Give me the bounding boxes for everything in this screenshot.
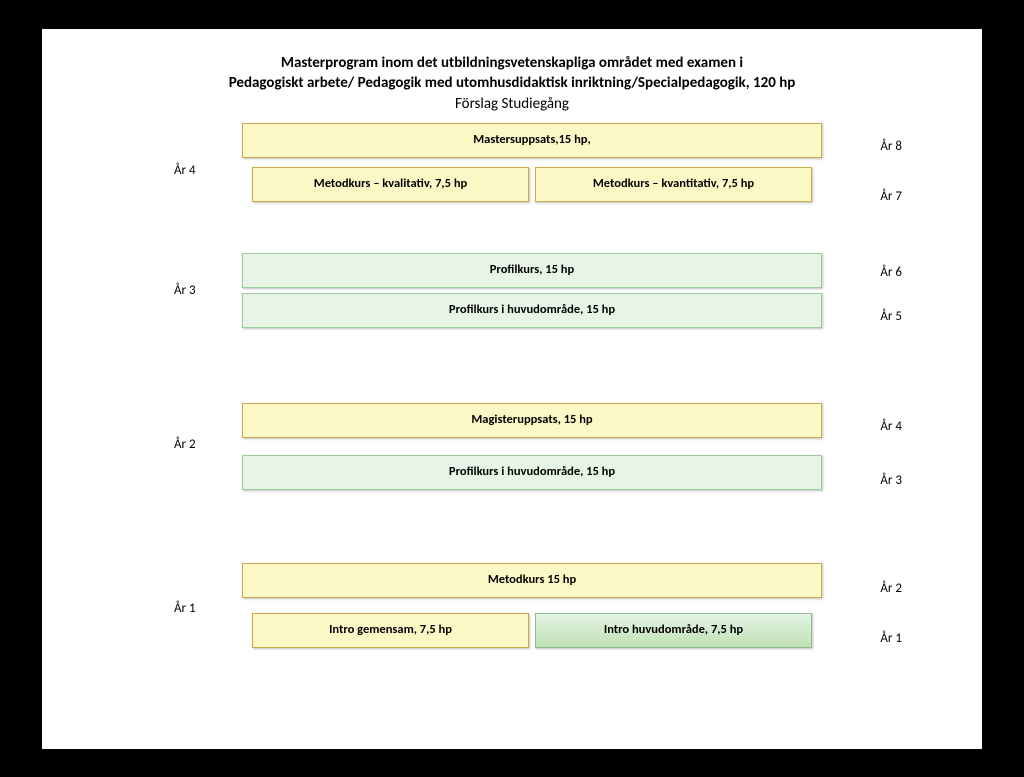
left-label-year-1: År 1 bbox=[174, 601, 196, 616]
title-line-2: Pedagogiskt arbete/ Pedagogik med utomhu… bbox=[82, 73, 942, 93]
right-label-year-2r: År 2 bbox=[880, 581, 902, 596]
right-label-year-3r: År 3 bbox=[880, 473, 902, 488]
outer-frame: Masterprogram inom det utbildningsvetens… bbox=[0, 0, 1024, 777]
left-label-year-2: År 2 bbox=[174, 437, 196, 452]
row-intro-split: Intro gemensam, 7,5 hp Intro huvudområde… bbox=[252, 613, 812, 648]
box-profilkurs-15: Profilkurs, 15 hp bbox=[242, 253, 822, 288]
box-mastersuppsats: Mastersuppsats,15 hp, bbox=[242, 123, 822, 158]
box-intro-gemensam: Intro gemensam, 7,5 hp bbox=[252, 613, 529, 648]
right-label-year-4r: År 4 bbox=[880, 419, 902, 434]
box-intro-huvudomrade: Intro huvudområde, 7,5 hp bbox=[535, 613, 812, 648]
row-profilkurs-huvud-a: Profilkurs i huvudområde, 15 hp bbox=[242, 293, 822, 328]
row-profilkurs-15: Profilkurs, 15 hp bbox=[242, 253, 822, 288]
left-label-year-3: År 3 bbox=[174, 283, 196, 298]
title-block: Masterprogram inom det utbildningsvetens… bbox=[82, 53, 942, 114]
page: Masterprogram inom det utbildningsvetens… bbox=[42, 29, 982, 749]
box-metodkurs-kvalitativ: Metodkurs – kvalitativ, 7,5 hp bbox=[252, 167, 529, 202]
box-profilkurs-huvud-a: Profilkurs i huvudområde, 15 hp bbox=[242, 293, 822, 328]
right-label-year-6: År 6 bbox=[880, 265, 902, 280]
box-profilkurs-huvud-b: Profilkurs i huvudområde, 15 hp bbox=[242, 455, 822, 490]
row-mastersuppsats: Mastersuppsats,15 hp, bbox=[242, 123, 822, 158]
row-metodkurs-split: Metodkurs – kvalitativ, 7,5 hp Metodkurs… bbox=[252, 167, 812, 202]
right-label-year-8: År 8 bbox=[880, 139, 902, 154]
title-line-1: Masterprogram inom det utbildningsvetens… bbox=[82, 53, 942, 73]
study-plan-diagram: År 4 Mastersuppsats,15 hp, År 8 Metodkur… bbox=[82, 123, 942, 703]
row-metodkurs-15: Metodkurs 15 hp bbox=[242, 563, 822, 598]
right-label-year-7: År 7 bbox=[880, 189, 902, 204]
row-magisteruppsats: Magisteruppsats, 15 hp bbox=[242, 403, 822, 438]
title-sub: Förslag Studiegång bbox=[82, 95, 942, 113]
row-profilkurs-huvud-b: Profilkurs i huvudområde, 15 hp bbox=[242, 455, 822, 490]
box-magisteruppsats: Magisteruppsats, 15 hp bbox=[242, 403, 822, 438]
box-metodkurs-kvantitativ: Metodkurs – kvantitativ, 7,5 hp bbox=[535, 167, 812, 202]
right-label-year-5: År 5 bbox=[880, 309, 902, 324]
right-label-year-1r: År 1 bbox=[880, 631, 902, 646]
box-metodkurs-15: Metodkurs 15 hp bbox=[242, 563, 822, 598]
left-label-year-4: År 4 bbox=[174, 163, 196, 178]
